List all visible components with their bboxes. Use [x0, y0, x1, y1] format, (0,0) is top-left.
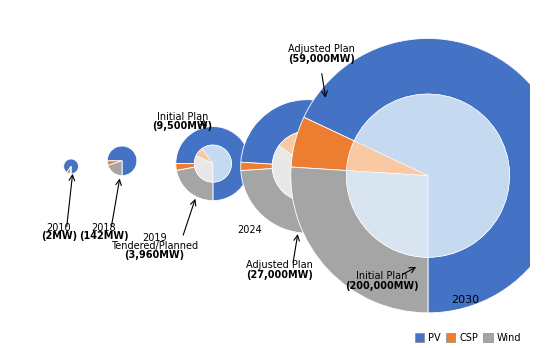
Wedge shape — [70, 166, 71, 174]
Text: (9,500MW): (9,500MW) — [152, 121, 212, 131]
Text: 2018: 2018 — [91, 223, 116, 233]
Text: Adjusted Plan: Adjusted Plan — [288, 45, 355, 54]
Text: 2030: 2030 — [451, 295, 479, 304]
Text: 2019: 2019 — [142, 232, 167, 243]
Wedge shape — [177, 167, 213, 201]
Text: Initial Plan: Initial Plan — [157, 112, 208, 122]
Wedge shape — [346, 141, 428, 176]
Wedge shape — [107, 146, 137, 176]
Wedge shape — [176, 127, 250, 201]
Wedge shape — [346, 171, 428, 257]
Text: (2MW): (2MW) — [41, 231, 77, 241]
Wedge shape — [241, 162, 272, 171]
Wedge shape — [202, 145, 232, 182]
Text: 2010: 2010 — [47, 223, 72, 233]
Wedge shape — [176, 164, 195, 171]
Wedge shape — [241, 100, 374, 233]
Wedge shape — [291, 167, 428, 313]
Wedge shape — [241, 168, 307, 233]
Wedge shape — [196, 149, 213, 164]
Wedge shape — [272, 146, 307, 201]
Wedge shape — [108, 161, 122, 176]
Text: (3,960MW): (3,960MW) — [124, 250, 185, 260]
Text: (142MW): (142MW) — [79, 231, 128, 241]
Text: (200,000MW): (200,000MW) — [345, 281, 419, 291]
Wedge shape — [64, 159, 79, 174]
Wedge shape — [354, 94, 509, 257]
Text: Tendered/Planned: Tendered/Planned — [111, 241, 198, 251]
Text: (59,000MW): (59,000MW) — [288, 54, 355, 64]
Text: (27,000MW): (27,000MW) — [246, 270, 313, 280]
Legend: PV, CSP, Wind: PV, CSP, Wind — [411, 329, 525, 347]
Wedge shape — [304, 39, 550, 313]
Wedge shape — [296, 131, 343, 201]
Wedge shape — [107, 161, 122, 165]
Wedge shape — [194, 156, 213, 182]
Wedge shape — [279, 133, 307, 166]
Wedge shape — [291, 117, 354, 171]
Text: Adjusted Plan: Adjusted Plan — [246, 260, 313, 270]
Text: Initial Plan: Initial Plan — [356, 271, 408, 282]
Text: 2024: 2024 — [238, 225, 262, 235]
Wedge shape — [67, 166, 71, 174]
